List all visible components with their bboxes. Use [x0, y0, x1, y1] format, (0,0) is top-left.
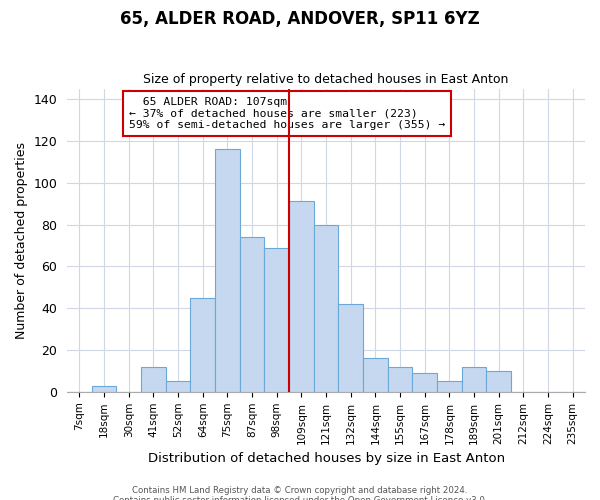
Bar: [215, 149, 240, 392]
Bar: [141, 366, 166, 392]
Text: 65 ALDER ROAD: 107sqm
← 37% of detached houses are smaller (223)
59% of semi-det: 65 ALDER ROAD: 107sqm ← 37% of detached …: [129, 97, 445, 130]
Y-axis label: Number of detached properties: Number of detached properties: [15, 142, 28, 338]
Bar: [240, 237, 265, 392]
Bar: [412, 373, 437, 392]
X-axis label: Distribution of detached houses by size in East Anton: Distribution of detached houses by size …: [148, 452, 505, 465]
Bar: [190, 298, 215, 392]
Text: Contains HM Land Registry data © Crown copyright and database right 2024.: Contains HM Land Registry data © Crown c…: [132, 486, 468, 495]
Bar: [462, 366, 487, 392]
Title: Size of property relative to detached houses in East Anton: Size of property relative to detached ho…: [143, 73, 509, 86]
Bar: [487, 371, 511, 392]
Bar: [437, 382, 462, 392]
Text: Contains public sector information licensed under the Open Government Licence v3: Contains public sector information licen…: [113, 496, 487, 500]
Text: 65, ALDER ROAD, ANDOVER, SP11 6YZ: 65, ALDER ROAD, ANDOVER, SP11 6YZ: [120, 10, 480, 28]
Bar: [265, 248, 289, 392]
Bar: [363, 358, 388, 392]
Bar: [338, 304, 363, 392]
Bar: [92, 386, 116, 392]
Bar: [314, 224, 338, 392]
Bar: [166, 382, 190, 392]
Bar: [289, 202, 314, 392]
Bar: [388, 366, 412, 392]
